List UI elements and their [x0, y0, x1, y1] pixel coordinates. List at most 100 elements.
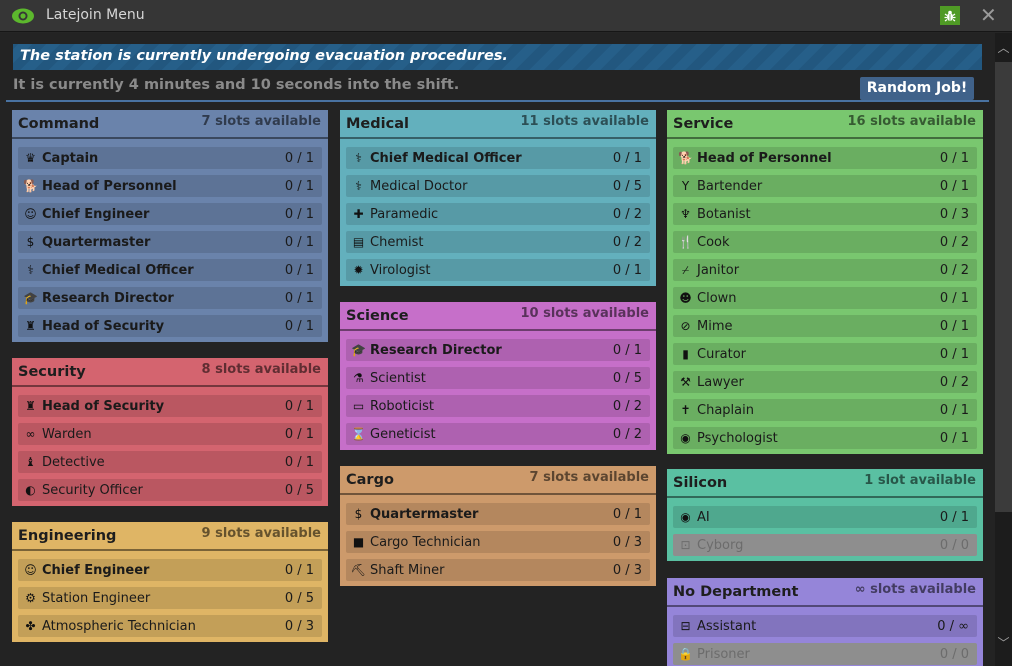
- job-button-chemist[interactable]: ▤ Chemist 0 / 2: [346, 231, 650, 253]
- job-button-assistant[interactable]: ⊟ Assistant 0 / ∞: [673, 615, 977, 637]
- job-list: $ Quartermaster 0 / 1 ■ Cargo Technician 0 / …: [340, 495, 656, 586]
- job-button-chaplain[interactable]: ✝ Chaplain 0 / 1: [673, 399, 977, 421]
- eye-icon: ◉: [680, 510, 691, 524]
- scroll-up-button[interactable]: ︿: [995, 38, 1012, 58]
- job-button-roboticist[interactable]: ▭ Roboticist 0 / 2: [346, 395, 650, 417]
- crown-icon: ♛: [25, 151, 36, 165]
- slots-available: 10 slots available: [520, 306, 649, 321]
- job-slot-count: 0 / 2: [612, 206, 642, 222]
- job-button-research-director[interactable]: 🎓 Research Director 0 / 1: [346, 339, 650, 361]
- money-bag-icon: $: [26, 235, 35, 249]
- job-name: Geneticist: [370, 426, 436, 442]
- slots-available: ∞ slots available: [854, 582, 976, 597]
- scrollbar[interactable]: ︿ ﹀: [995, 33, 1012, 666]
- job-button-research-director[interactable]: 🎓 Research Director 0 / 1: [18, 287, 322, 309]
- job-button-ai[interactable]: ◉ AI 0 / 1: [673, 506, 977, 528]
- job-button-chief-engineer[interactable]: ☺ Chief Engineer 0 / 1: [18, 203, 322, 225]
- job-name: Captain: [42, 150, 99, 166]
- department-science: Science 10 slots available 🎓 Research Direc…: [340, 302, 656, 450]
- job-name: Curator: [697, 346, 747, 362]
- user-graduate-icon: 🎓: [23, 291, 38, 305]
- job-list: ♜ Head of Security 0 / 1 ∞ Warden 0 / 1 ♝ Detec…: [12, 387, 328, 506]
- money-bag-icon: $: [354, 507, 363, 521]
- job-button-chief-engineer[interactable]: ☺ Chief Engineer 0 / 1: [18, 559, 322, 581]
- truck-medical-icon: ✚: [353, 207, 364, 221]
- job-name: Prisoner: [697, 646, 750, 662]
- job-button-virologist[interactable]: ✹ Virologist 0 / 1: [346, 259, 650, 281]
- job-button-paramedic[interactable]: ✚ Paramedic 0 / 2: [346, 203, 650, 225]
- job-name: Warden: [42, 426, 92, 442]
- job-button-captain[interactable]: ♛ Captain 0 / 1: [18, 147, 322, 169]
- job-button-security-officer[interactable]: ◐ Security Officer 0 / 5: [18, 479, 322, 501]
- job-button-cook[interactable]: 🍴 Cook 0 / 2: [673, 231, 977, 253]
- job-button-head-of-security[interactable]: ♜ Head of Security 0 / 1: [18, 395, 322, 417]
- job-slot-count: 0 / 1: [284, 262, 314, 278]
- job-slot-count: 0 / 5: [612, 370, 642, 386]
- department-name: Command: [18, 115, 100, 132]
- job-name: Mime: [697, 318, 733, 334]
- job-slot-count: 0 / 2: [612, 426, 642, 442]
- job-button-chief-medical-officer[interactable]: ⚕ Chief Medical Officer 0 / 1: [18, 259, 322, 281]
- toolbox-icon: ⊟: [680, 619, 691, 633]
- slots-available: 1 slot available: [864, 473, 976, 488]
- job-button-shaft-miner[interactable]: ⛏ Shaft Miner 0 / 3: [346, 559, 650, 581]
- department-nodept: No Department ∞ slots available ⊟ Assistant…: [667, 578, 983, 666]
- job-button-geneticist[interactable]: ⌛ Geneticist 0 / 2: [346, 423, 650, 445]
- window-title: Latejoin Menu: [46, 7, 145, 23]
- job-button-lawyer[interactable]: ⚒ Lawyer 0 / 2: [673, 371, 977, 393]
- job-button-janitor[interactable]: ⌿ Janitor 0 / 2: [673, 259, 977, 281]
- job-slot-count: 0 / 1: [284, 178, 314, 194]
- hourglass-icon: ⌛: [351, 427, 366, 441]
- job-button-detective[interactable]: ♝ Detective 0 / 1: [18, 451, 322, 473]
- box-icon: ■: [352, 535, 365, 549]
- job-button-curator[interactable]: ▮ Curator 0 / 1: [673, 343, 977, 365]
- job-button-clown[interactable]: ☻ Clown 0 / 1: [673, 287, 977, 309]
- job-button-medical-doctor[interactable]: ⚕ Medical Doctor 0 / 5: [346, 175, 650, 197]
- job-button-quartermaster[interactable]: $ Quartermaster 0 / 1: [18, 231, 322, 253]
- job-slot-count: 0 / 1: [284, 562, 314, 578]
- job-name: Atmospheric Technician: [42, 618, 196, 634]
- evacuation-notice: The station is currently undergoing evac…: [13, 44, 982, 70]
- job-slot-count: 0 / 1: [284, 150, 314, 166]
- prescription-bottle-icon: ▤: [352, 235, 365, 249]
- job-slot-count: 0 / 1: [612, 342, 642, 358]
- close-button[interactable]: ✕: [980, 5, 997, 25]
- job-slot-count: 0 / 0: [939, 646, 969, 662]
- scrollbar-thumb[interactable]: [995, 62, 1012, 512]
- battery-icon: ▭: [352, 399, 365, 413]
- user-astronaut-icon: ☺: [24, 563, 37, 577]
- job-slot-count: 0 / 1: [284, 290, 314, 306]
- slots-available: 16 slots available: [847, 114, 976, 129]
- job-slot-count: 0 / 1: [939, 509, 969, 525]
- job-slot-count: 0 / 5: [284, 482, 314, 498]
- job-button-cargo-technician[interactable]: ■ Cargo Technician 0 / 3: [346, 531, 650, 553]
- job-name: Research Director: [42, 290, 174, 306]
- user-doctor-icon: ⚕: [355, 151, 362, 165]
- debug-button[interactable]: [940, 6, 960, 25]
- scroll-down-button[interactable]: ﹀: [995, 633, 1012, 653]
- job-name: Head of Security: [42, 318, 165, 334]
- job-button-psychologist[interactable]: ◉ Psychologist 0 / 1: [673, 427, 977, 449]
- job-button-head-of-personnel[interactable]: 🐕 Head of Personnel 0 / 1: [18, 175, 322, 197]
- job-name: Security Officer: [42, 482, 143, 498]
- utensils-icon: 🍴: [678, 235, 693, 249]
- random-job-button[interactable]: Random Job!: [860, 77, 974, 100]
- department-name: No Department: [673, 583, 799, 600]
- job-button-atmospheric-technician[interactable]: ✤ Atmospheric Technician 0 / 3: [18, 615, 322, 637]
- job-button-head-of-personnel[interactable]: 🐕 Head of Personnel 0 / 1: [673, 147, 977, 169]
- department-name: Security: [18, 363, 86, 380]
- job-name: Scientist: [370, 370, 426, 386]
- job-name: Bartender: [697, 178, 763, 194]
- job-button-head-of-security[interactable]: ♜ Head of Security 0 / 1: [18, 315, 322, 337]
- job-button-quartermaster[interactable]: $ Quartermaster 0 / 1: [346, 503, 650, 525]
- job-button-scientist[interactable]: ⚗ Scientist 0 / 5: [346, 367, 650, 389]
- job-button-botanist[interactable]: ♆ Botanist 0 / 3: [673, 203, 977, 225]
- job-button-warden[interactable]: ∞ Warden 0 / 1: [18, 423, 322, 445]
- job-slot-count: 0 / 1: [284, 426, 314, 442]
- job-button-chief-medical-officer[interactable]: ⚕ Chief Medical Officer 0 / 1: [346, 147, 650, 169]
- job-button-mime[interactable]: ⊘ Mime 0 / 1: [673, 315, 977, 337]
- job-button-station-engineer[interactable]: ⚙ Station Engineer 0 / 5: [18, 587, 322, 609]
- job-slot-count: 0 / 2: [612, 234, 642, 250]
- department-command: Command 7 slots available ♛ Captain 0 / 1 🐕 He…: [12, 110, 328, 342]
- job-button-bartender[interactable]: Y Bartender 0 / 1: [673, 175, 977, 197]
